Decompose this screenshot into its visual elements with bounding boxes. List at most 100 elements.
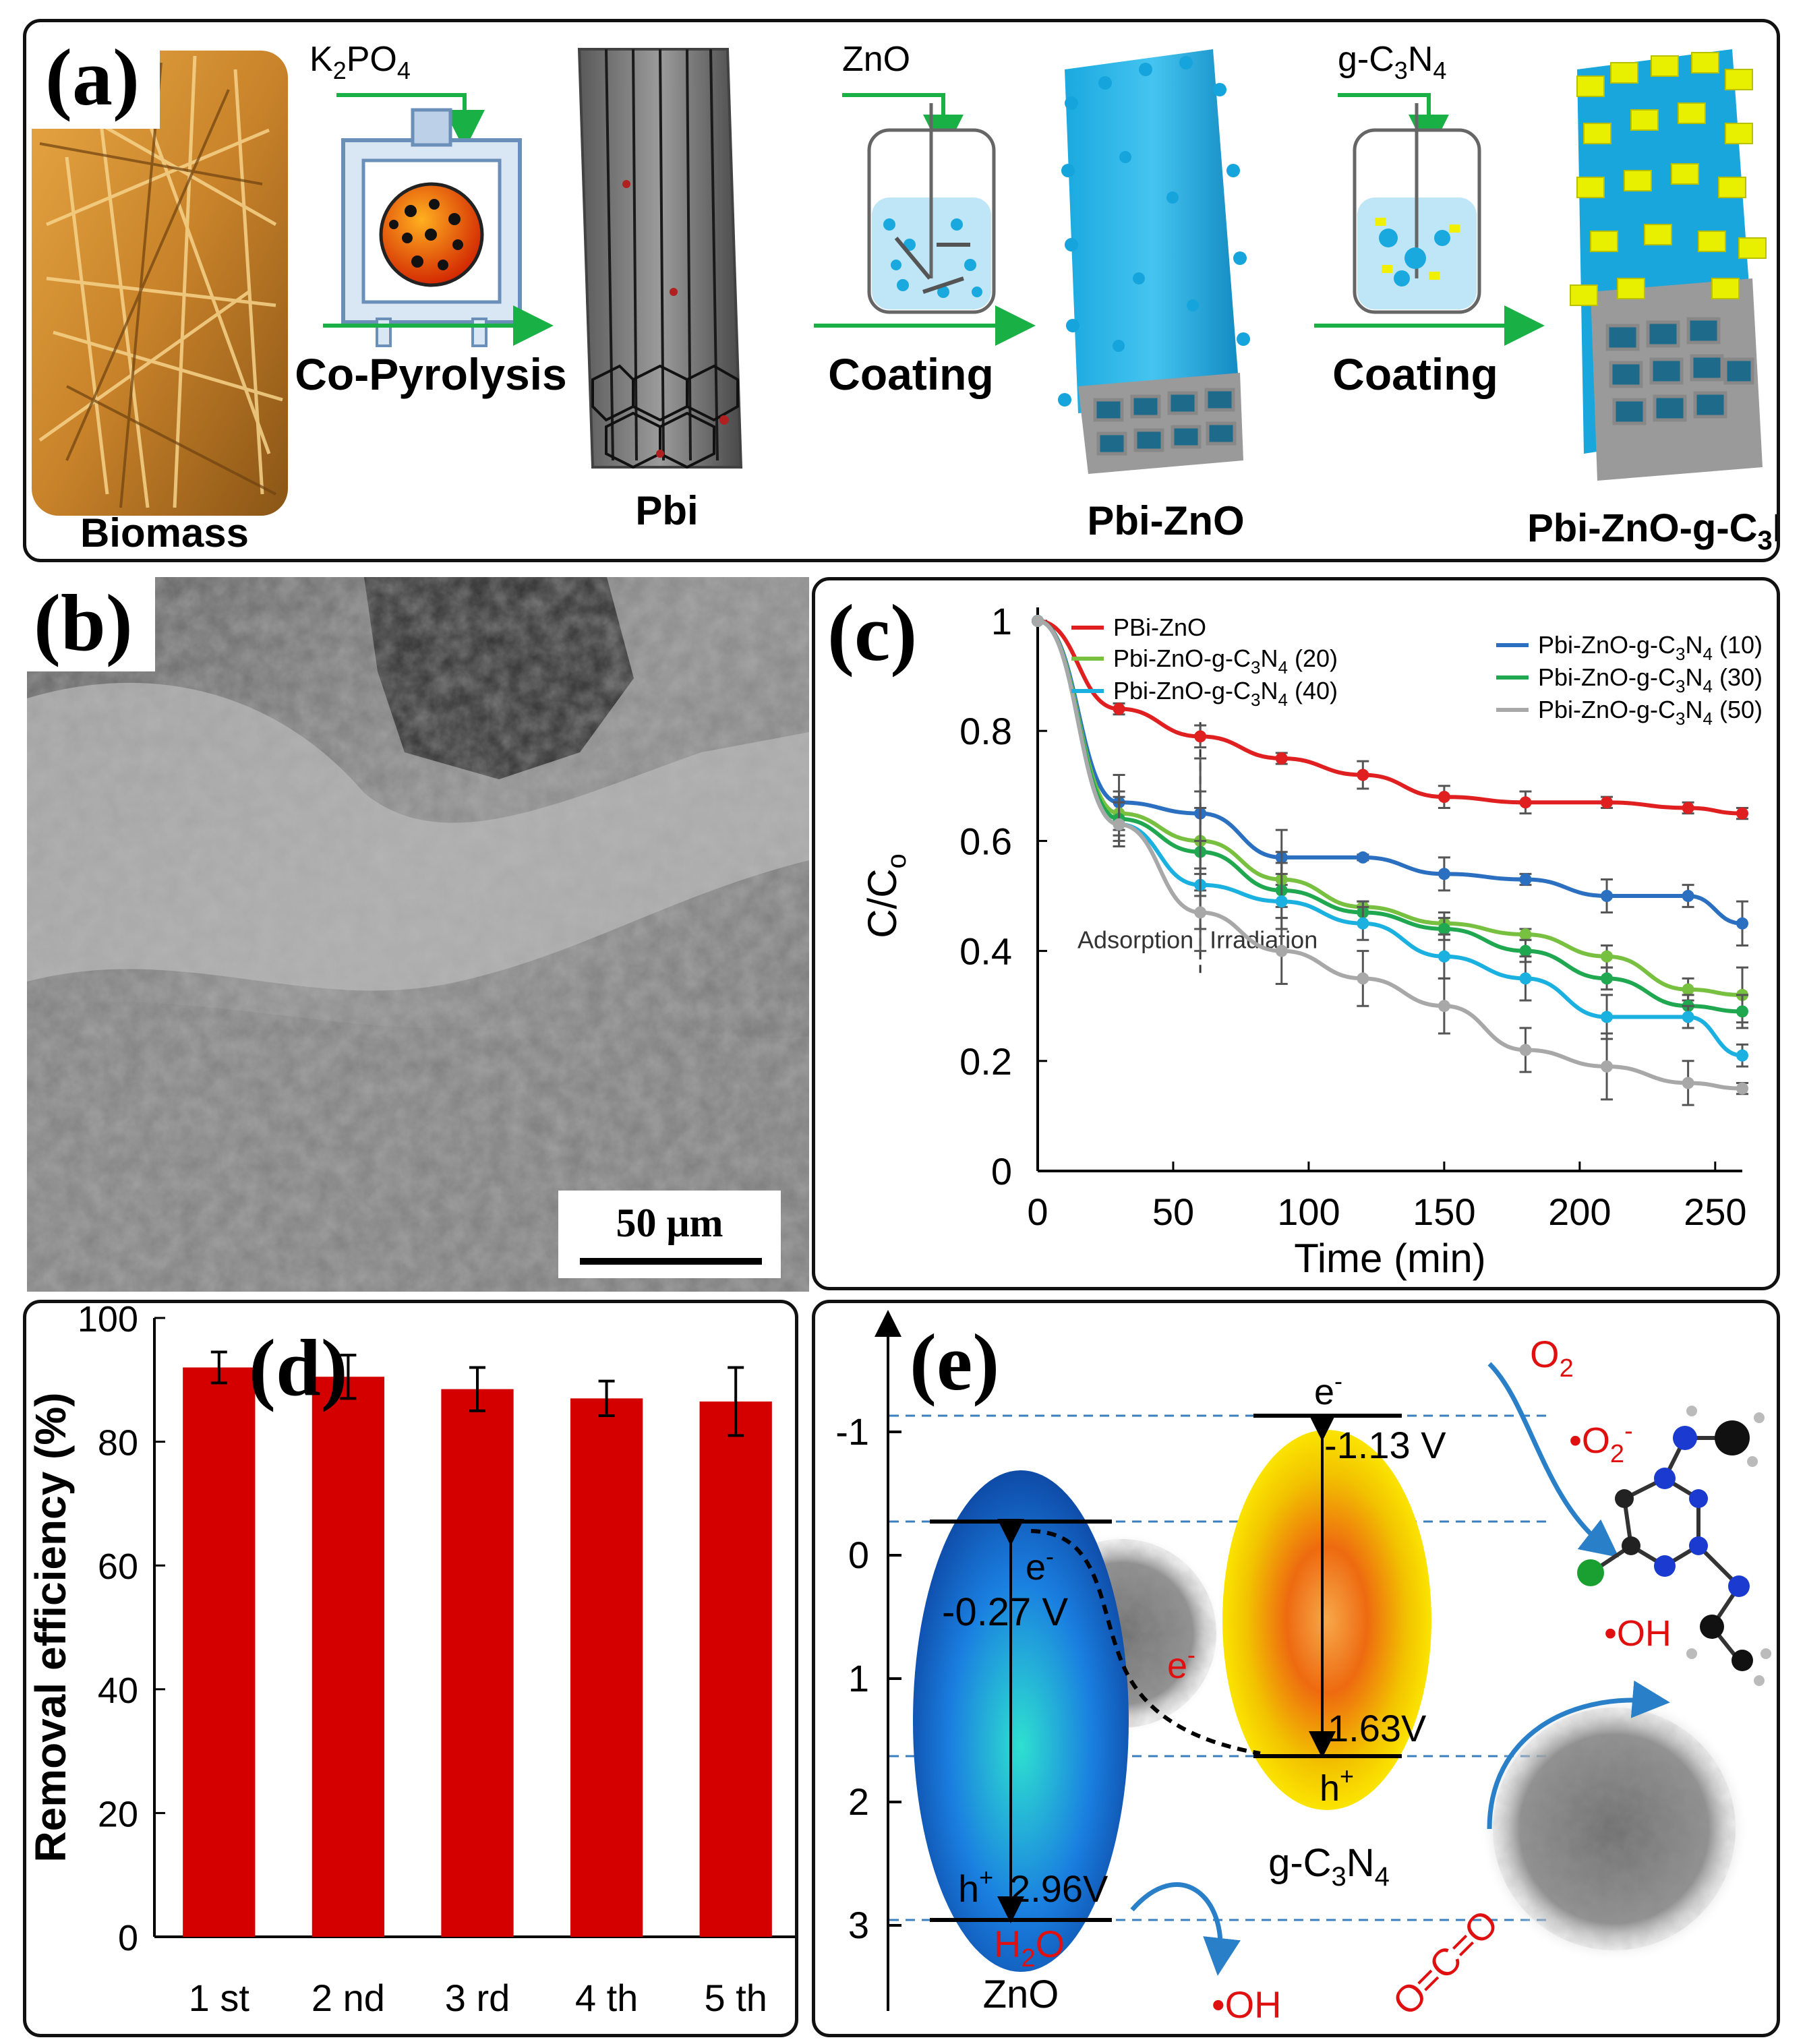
- x-tick-label: 0: [1027, 1191, 1048, 1233]
- panel-d-label: (d): [249, 1323, 348, 1412]
- removal-efficiency-chart: 0 20 40 60 80 100 Removal efficiency (%) 1 st 2 …: [26, 1303, 795, 2019]
- gc3n4-vb-carrier: h+: [1320, 1762, 1354, 1809]
- data-point: [1275, 895, 1288, 908]
- data-point: [1438, 950, 1450, 963]
- hydroxyl-label-top: •OH: [1604, 1613, 1671, 1654]
- data-point: [1682, 1011, 1694, 1023]
- bar: [183, 1367, 256, 1937]
- data-point: [1194, 906, 1207, 919]
- data-point: [1438, 922, 1450, 935]
- step-co-pyrolysis: Co-Pyrolysis: [295, 349, 566, 399]
- furnace-icon: [341, 108, 522, 347]
- zno-cb-potential: -0.27 V: [942, 1590, 1068, 1634]
- data-point: [1519, 1044, 1532, 1056]
- x-tick-label: 3 rd: [445, 1977, 510, 2019]
- y-tick-label: 0.2: [959, 1040, 1012, 1083]
- degradation-arrow: [1487, 1680, 1670, 1830]
- superoxide-label: •O2-: [1569, 1417, 1633, 1468]
- label-pbi: Pbi: [635, 488, 698, 533]
- label-biomass: Biomass: [80, 510, 249, 555]
- zno-label: ZnO: [983, 1973, 1059, 2016]
- y-tick-label: 100: [78, 1303, 138, 1340]
- data-point: [1194, 730, 1207, 743]
- annotation-adsorption: Adsorption: [1077, 926, 1193, 953]
- sem-image: [27, 577, 809, 1292]
- gc3n4-cb-potential: -1.13 V: [1324, 1424, 1446, 1466]
- y-tick-label: 80: [98, 1423, 138, 1464]
- y-tick-label: 0.6: [959, 820, 1012, 862]
- x-tick-label: 5 th: [704, 1977, 767, 2019]
- data-point: [1601, 796, 1614, 809]
- data-point: [1682, 1077, 1694, 1089]
- hydroxyl-label-bottom: •OH: [1212, 1983, 1282, 2026]
- bar: [699, 1401, 772, 1937]
- tick-label: 3: [848, 1904, 869, 1946]
- scale-bar-line: [580, 1258, 762, 1265]
- series-line-0: [1037, 619, 1743, 816]
- data-point: [1519, 944, 1532, 957]
- panel-e-label: (e): [910, 1317, 1000, 1407]
- data-point: [1736, 1005, 1748, 1018]
- data-point: [1275, 752, 1288, 764]
- step-coating-2: Coating: [1332, 349, 1498, 399]
- water-label: H2O: [994, 1923, 1065, 1973]
- pbi-zno-structure: [1058, 49, 1250, 474]
- x-tick-label: 2 nd: [312, 1977, 385, 2019]
- data-point: [1275, 944, 1288, 957]
- x-tick-label: 4 th: [575, 1977, 638, 2019]
- bar: [570, 1398, 643, 1937]
- data-point: [1736, 917, 1748, 930]
- data-point: [1519, 928, 1532, 941]
- particle-texture-large: [1493, 1708, 1736, 1950]
- degradation-chart: 0 0.2 0.4 0.6 0.8 1 0 50 100 150 200 250 Time (min) C…: [860, 600, 1763, 1281]
- reagent-k2po4: K2PO4: [309, 40, 411, 84]
- electron-transfer-path: [1030, 1529, 1261, 1755]
- zno-vb-potential: 2.96V: [1009, 1867, 1108, 1910]
- panel-d: 0 20 40 60 80 100 Removal efficiency (%) 1 st 2 …: [23, 1300, 798, 2037]
- tick-label: 2: [848, 1780, 869, 1823]
- data-point: [1601, 1011, 1614, 1023]
- data-point: [1601, 890, 1614, 902]
- x-axis-title: Time (min): [1294, 1236, 1485, 1281]
- x-tick-label: 150: [1413, 1191, 1475, 1233]
- water-oxidation-arrow: [1130, 1882, 1241, 1976]
- beaker-zno-icon: [867, 103, 996, 314]
- o2-label: O2: [1530, 1333, 1574, 1383]
- data-point: [1601, 1060, 1614, 1073]
- panel-c-label: (c): [827, 588, 918, 678]
- potential-ticks: [888, 1431, 901, 1927]
- panel-c: 0 0.2 0.4 0.6 0.8 1 0 50 100 150 200 250 Time (min) C…: [812, 577, 1780, 1290]
- energy-level-lines: [889, 1414, 1550, 1921]
- gc3n4-vb-potential: 1.63V: [1328, 1707, 1427, 1749]
- beaker-gc3n4-icon: [1353, 103, 1481, 314]
- pbi-zno-gc3n4-structure: [1570, 49, 1767, 481]
- data-point: [1438, 1000, 1450, 1013]
- band-diagram: -1 0 1 2 3 e- -0.27 V h+ 2.96V ZnO: [835, 1310, 1771, 2026]
- legend-label: Pbi-ZnO-g-C3N4 (10): [1538, 631, 1763, 664]
- k2po4-feed-arrow: [336, 93, 485, 150]
- transfer-electron: e-: [1167, 1641, 1195, 1686]
- y-tick-label: 0.8: [959, 710, 1012, 752]
- panel-a-label-bg: [32, 34, 160, 129]
- pbi-structure: [577, 48, 743, 469]
- data-point: [1519, 873, 1532, 886]
- panel-a-scheme: K2PO4 Co-Pyrolysis: [32, 34, 1777, 555]
- y-axis-title: Removal efficiency (%): [26, 1392, 75, 1862]
- tick-label: -1: [835, 1410, 869, 1453]
- x-tick-label: 50: [1152, 1191, 1194, 1233]
- scale-bar-label: 50 μm: [616, 1201, 723, 1245]
- y-tick-label: 20: [98, 1794, 138, 1834]
- x-tick-label: 200: [1548, 1191, 1611, 1233]
- panel-a-label: (a): [45, 32, 140, 122]
- zno-vb-carrier: h+: [958, 1863, 993, 1910]
- data-point: [1682, 890, 1694, 902]
- data-point: [1438, 791, 1450, 804]
- bar: [441, 1389, 514, 1937]
- data-point: [1601, 972, 1614, 985]
- o2-reduction-arrow: [1487, 1362, 1620, 1558]
- data-point: [1357, 769, 1369, 781]
- y-tick-label: 60: [98, 1546, 138, 1587]
- data-point: [1601, 950, 1614, 963]
- gc3n4-cb-carrier: e-: [1314, 1367, 1342, 1412]
- x-tick-label: 100: [1277, 1191, 1340, 1233]
